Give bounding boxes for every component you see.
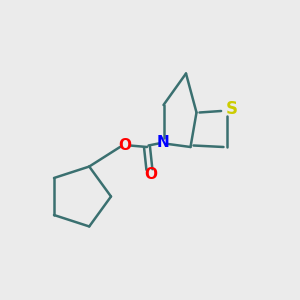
Text: O: O [144, 167, 157, 182]
Text: N: N [157, 135, 170, 150]
Text: S: S [226, 100, 238, 118]
Text: O: O [118, 138, 131, 153]
